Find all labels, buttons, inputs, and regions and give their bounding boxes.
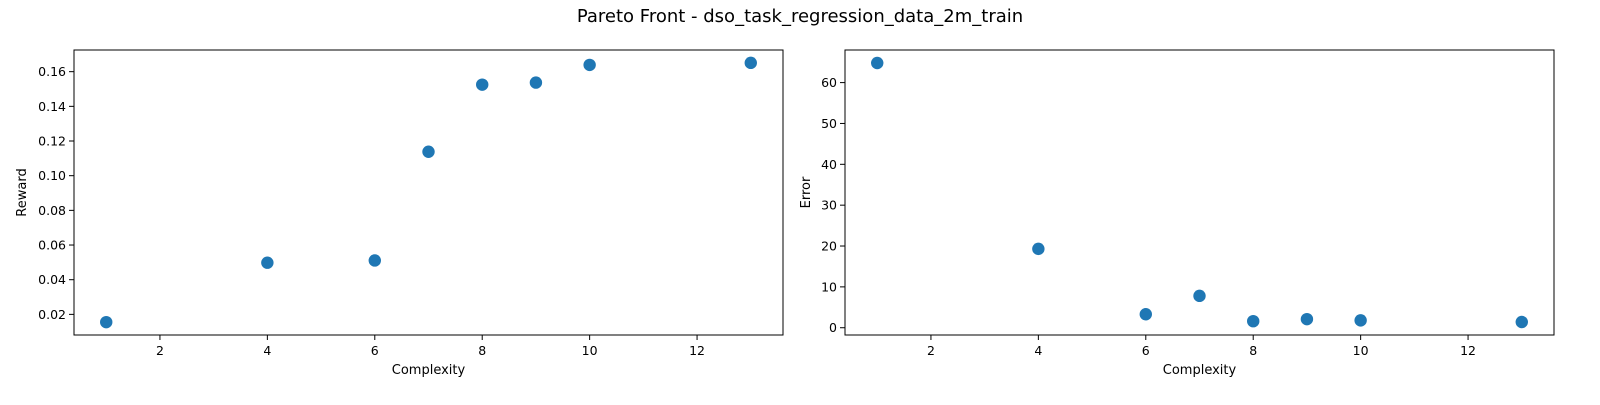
error-y-tick-label: 20: [821, 239, 837, 254]
reward-data-point: [100, 315, 113, 329]
error-x-tick-label: 6: [1142, 343, 1150, 358]
error-x-tick-label: 12: [1460, 343, 1476, 358]
reward-x-tick-label: 4: [263, 343, 271, 358]
error-y-tick-label: 60: [821, 75, 837, 90]
error-data-point: [1139, 308, 1152, 321]
reward-y-tick-label: 0.04: [38, 272, 66, 287]
error-y-tick-label: 50: [821, 116, 837, 131]
reward-x-tick-label: 10: [582, 343, 598, 358]
error-data-point: [1515, 315, 1528, 329]
figure-title: Pareto Front - dso_task_regression_data_…: [577, 6, 1023, 27]
error-y-tick-label: 30: [821, 198, 837, 213]
reward-x-tick-label: 6: [371, 343, 379, 358]
error-y-tick-label: 10: [821, 279, 837, 294]
reward-data-point: [261, 256, 274, 269]
error-x-tick-label: 2: [927, 343, 935, 358]
error-data-point: [1032, 242, 1045, 256]
reward-x-tick-label: 8: [478, 343, 486, 358]
reward-y-tick-label: 0.12: [38, 134, 66, 149]
reward-data-point: [529, 76, 543, 89]
error-scatter-panel: 2 4 6 8 10 12 0 10 20 30 40 50 60 Complexity Error: [799, 49, 1555, 378]
error-y-tick-label: 40: [821, 157, 837, 172]
reward-y-tick-label: 0.10: [38, 168, 66, 183]
reward-x-tick-label: 2: [156, 343, 164, 358]
error-data-point: [1354, 314, 1367, 327]
error-axes-frame: [844, 49, 1555, 336]
reward-scatter-panel: 2 4 6 8 10 12 0.02 0.04 0.06 0.08 0.10 0.12 0.14 0.16…: [15, 49, 784, 378]
reward-y-tick-label: 0.16: [38, 64, 66, 79]
error-data-point: [1247, 314, 1260, 328]
reward-data-point: [744, 56, 757, 70]
error-x-axis-label: Complexity: [1163, 363, 1237, 378]
reward-y-tick-label: 0.14: [38, 99, 66, 114]
reward-y-tick-label: 0.08: [38, 203, 66, 218]
error-x-tick-label: 10: [1353, 343, 1369, 358]
reward-y-tick-label: 0.06: [38, 238, 66, 253]
reward-x-axis-label: Complexity: [392, 363, 466, 378]
reward-y-axis-label: Reward: [15, 168, 30, 216]
error-data-point: [1193, 289, 1206, 303]
reward-axes-frame: [73, 49, 784, 336]
error-data-point: [871, 56, 884, 70]
error-data-point: [1300, 312, 1314, 326]
error-y-tick-label: 0: [829, 320, 837, 335]
reward-data-point: [583, 58, 596, 72]
error-x-tick-label: 8: [1249, 343, 1257, 358]
reward-data-point: [476, 78, 489, 91]
reward-y-tick-label: 0.02: [38, 307, 66, 322]
error-x-tick-label: 4: [1034, 343, 1042, 358]
reward-data-point: [368, 254, 381, 267]
error-y-axis-label: Error: [799, 176, 814, 208]
reward-x-tick-label: 12: [689, 343, 705, 358]
reward-data-point: [422, 145, 435, 158]
